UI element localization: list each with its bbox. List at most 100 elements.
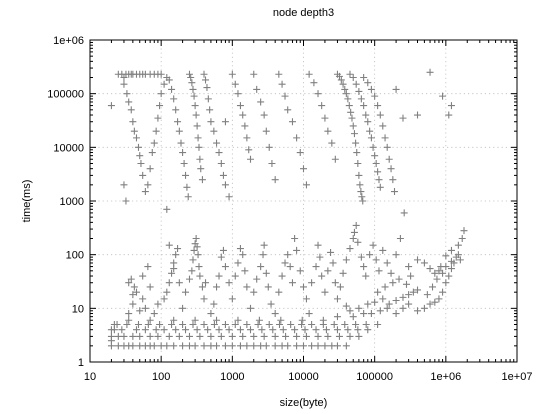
data-point [409, 288, 417, 296]
data-point [170, 342, 178, 350]
data-point [376, 183, 384, 191]
data-point [342, 256, 350, 264]
data-point [127, 275, 135, 283]
data-point [293, 332, 301, 340]
data-point [284, 106, 292, 114]
data-point [293, 246, 301, 254]
data-point [414, 286, 422, 294]
x-axis-title: size(byte) [280, 397, 328, 409]
data-point [207, 118, 215, 126]
data-point [300, 165, 307, 173]
data-point [402, 280, 410, 288]
data-point [191, 102, 199, 110]
data-point [281, 92, 289, 100]
data-point [447, 246, 455, 254]
data-point [130, 127, 138, 135]
data-point [322, 326, 330, 334]
data-point [136, 307, 144, 315]
data-point [399, 293, 407, 301]
data-point [185, 275, 193, 283]
data-point [202, 279, 210, 287]
data-point [279, 326, 287, 334]
data-point [379, 122, 387, 130]
data-point [352, 139, 360, 147]
data-point [122, 197, 130, 205]
x-tick-label: 10000 [288, 371, 319, 383]
data-point [262, 342, 270, 350]
data-point [354, 159, 362, 167]
data-point [385, 300, 393, 308]
data-point [383, 304, 391, 312]
data-point [245, 146, 253, 154]
data-point [267, 300, 275, 308]
data-point [197, 165, 205, 173]
data-point [154, 114, 162, 122]
chart-title: node depth3 [273, 7, 334, 19]
data-point [213, 342, 221, 350]
data-point [389, 279, 397, 287]
data-point [150, 139, 158, 147]
data-point [177, 139, 185, 147]
data-point [180, 159, 188, 167]
data-point [298, 320, 306, 328]
data-point [324, 127, 332, 135]
data-point [157, 90, 165, 98]
data-point [275, 70, 283, 78]
data-point [358, 193, 366, 201]
data-point [277, 316, 285, 324]
data-point [308, 320, 316, 328]
data-point [371, 92, 379, 100]
data-point [225, 279, 233, 287]
data-point [286, 263, 294, 271]
data-point [228, 70, 236, 78]
data-point [127, 106, 135, 114]
data-point [228, 332, 236, 340]
data-point [360, 74, 368, 82]
data-point [236, 342, 244, 350]
data-point [168, 320, 176, 328]
data-point [213, 139, 221, 147]
data-point [314, 241, 322, 249]
data-point [260, 332, 268, 340]
x-tick-label: 1e+06 [430, 371, 461, 383]
data-point [213, 283, 221, 291]
data-point [367, 134, 375, 142]
data-point [239, 251, 247, 259]
data-point [360, 263, 368, 271]
data-point [195, 143, 203, 151]
data-point [234, 90, 242, 98]
data-point [228, 342, 236, 350]
data-point [360, 102, 368, 110]
data-point [107, 337, 115, 345]
data-point [185, 70, 193, 78]
data-point [228, 295, 236, 303]
data-point [333, 313, 341, 321]
data-point [371, 152, 379, 160]
data-point [357, 253, 365, 261]
data-point [282, 332, 290, 340]
data-point [134, 143, 142, 151]
data-point [239, 111, 247, 119]
data-point [188, 79, 196, 87]
data-point [219, 171, 227, 179]
data-point [342, 302, 350, 310]
data-point [423, 291, 431, 299]
data-point [183, 183, 191, 191]
data-point [385, 155, 393, 163]
y-tick-label: 100000 [47, 89, 84, 101]
data-point [420, 304, 428, 312]
data-point [163, 288, 171, 296]
data-point [132, 288, 140, 296]
data-point [129, 300, 137, 308]
data-point [254, 320, 262, 328]
data-point [179, 342, 187, 350]
data-point [165, 279, 173, 287]
data-point [120, 332, 128, 340]
data-point [231, 80, 239, 88]
data-point [367, 310, 375, 318]
data-point [125, 98, 133, 106]
data-point [324, 267, 332, 275]
data-point [349, 313, 357, 321]
data-point [221, 320, 229, 328]
